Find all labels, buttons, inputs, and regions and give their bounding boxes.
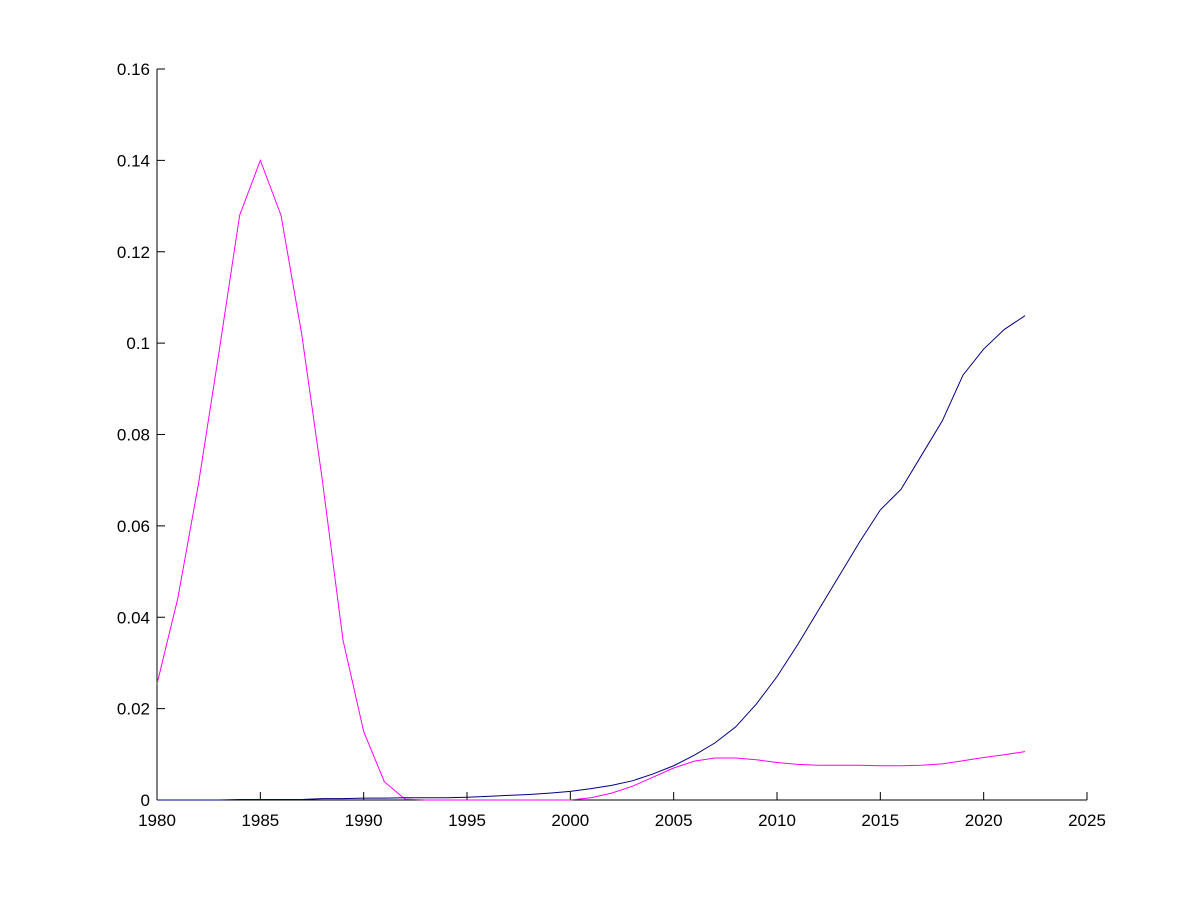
y-tick-label: 0.16 bbox=[117, 60, 150, 79]
data-line bbox=[156, 158, 1026, 801]
data-line bbox=[157, 315, 1026, 801]
y-tick-label: 0.06 bbox=[117, 517, 150, 536]
y-tick-label: 0.02 bbox=[117, 700, 150, 719]
x-tick-label: 2000 bbox=[551, 811, 589, 830]
y-tick-label: 0.08 bbox=[117, 426, 150, 445]
x-tick-label: 2020 bbox=[965, 811, 1003, 830]
x-tick-label: 2015 bbox=[861, 811, 899, 830]
x-tick-label: 1990 bbox=[345, 811, 383, 830]
x-tick-label: 2005 bbox=[655, 811, 693, 830]
y-tick-label: 0.1 bbox=[126, 334, 150, 353]
x-tick-label: 2025 bbox=[1068, 811, 1106, 830]
y-tick-label: 0.04 bbox=[117, 608, 150, 627]
x-tick-label: 1995 bbox=[448, 811, 486, 830]
y-tick-label: 0 bbox=[141, 791, 150, 810]
x-tick-label: 1980 bbox=[138, 811, 176, 830]
y-tick-label: 0.12 bbox=[117, 243, 150, 262]
x-tick-label: 2010 bbox=[758, 811, 796, 830]
x-tick-label: 1985 bbox=[241, 811, 279, 830]
y-tick-label: 0.14 bbox=[117, 151, 150, 170]
